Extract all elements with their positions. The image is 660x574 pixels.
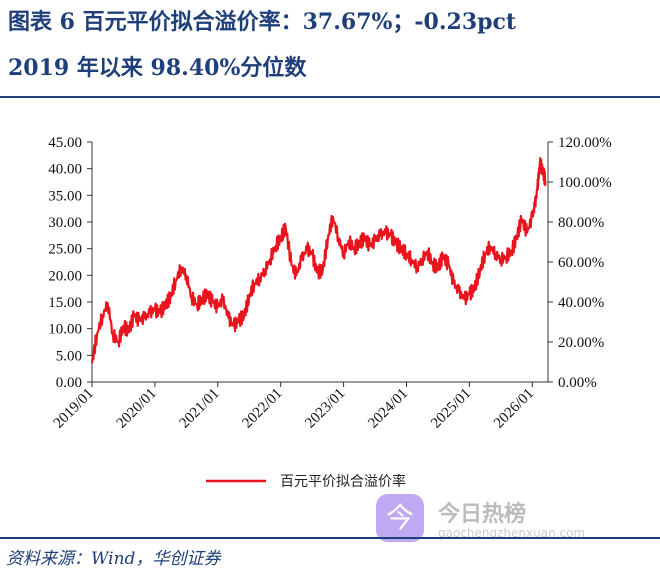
x-tick-label: 2020/01 (114, 386, 160, 432)
x-tick-label: 2026/01 (491, 386, 537, 432)
left-tick-label: 20.00 (48, 268, 82, 284)
left-tick-label: 35.00 (48, 188, 82, 204)
x-tick-label: 2025/01 (428, 386, 474, 432)
x-tick-label: 2019/01 (51, 386, 97, 432)
chart-frame (91, 142, 549, 383)
x-tick-label: 2022/01 (239, 386, 285, 432)
left-tick-label: 0.00 (56, 375, 82, 391)
source-divider (0, 537, 660, 539)
series-line-premium-rate (90, 157, 547, 364)
x-tick-label: 2023/01 (302, 386, 348, 432)
right-tick-label: 0.00% (558, 375, 597, 391)
left-tick-label: 5.00 (56, 348, 82, 364)
left-axis: 0.00 5.00 10.00 15.00 20.00 25.00 30.00 35.00 40… (48, 135, 92, 391)
left-tick-label: 40.00 (48, 162, 82, 178)
chart-title-line1: 图表 6 百元平价拟合溢价率：37.67%；-0.23pct (8, 9, 517, 35)
right-tick-label: 80.00% (558, 215, 604, 231)
line-chart: 0.00 5.00 10.00 15.00 20.00 25.00 30.00 35.00 40… (48, 135, 612, 490)
left-tick-label: 15.00 (48, 295, 82, 311)
left-tick-label: 30.00 (48, 215, 82, 231)
left-tick-label: 45.00 (48, 135, 82, 151)
right-tick-label: 60.00% (558, 255, 604, 271)
x-tick-label: 2024/01 (365, 386, 411, 432)
source-note: 资料来源：Wind，华创证券 (6, 549, 221, 569)
x-axis: 2019/01 2020/01 2021/01 2022/01 2023/01 2024/… (51, 382, 537, 432)
x-tick-label: 2021/01 (177, 386, 223, 432)
right-tick-label: 100.00% (558, 175, 612, 191)
chart-title-line2: 2019 年以来 98.40%分位数 (8, 55, 307, 81)
left-tick-label: 10.00 (48, 322, 82, 338)
right-tick-label: 40.00% (558, 295, 604, 311)
right-axis: 0.00% 20.00% 40.00% 60.00% 80.00% 100.00% 120.… (548, 135, 612, 391)
legend-label: 百元平价拟合溢价率 (280, 473, 406, 490)
right-tick-label: 20.00% (558, 335, 604, 351)
title-divider (0, 96, 660, 98)
right-tick-label: 120.00% (558, 135, 612, 151)
left-tick-label: 25.00 (48, 242, 82, 258)
legend: 百元平价拟合溢价率 (206, 473, 406, 490)
